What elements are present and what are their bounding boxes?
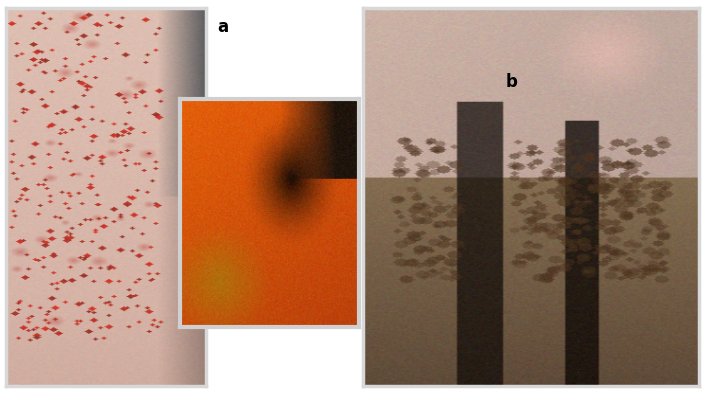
Text: b: b <box>505 73 517 91</box>
Text: a: a <box>217 18 228 36</box>
